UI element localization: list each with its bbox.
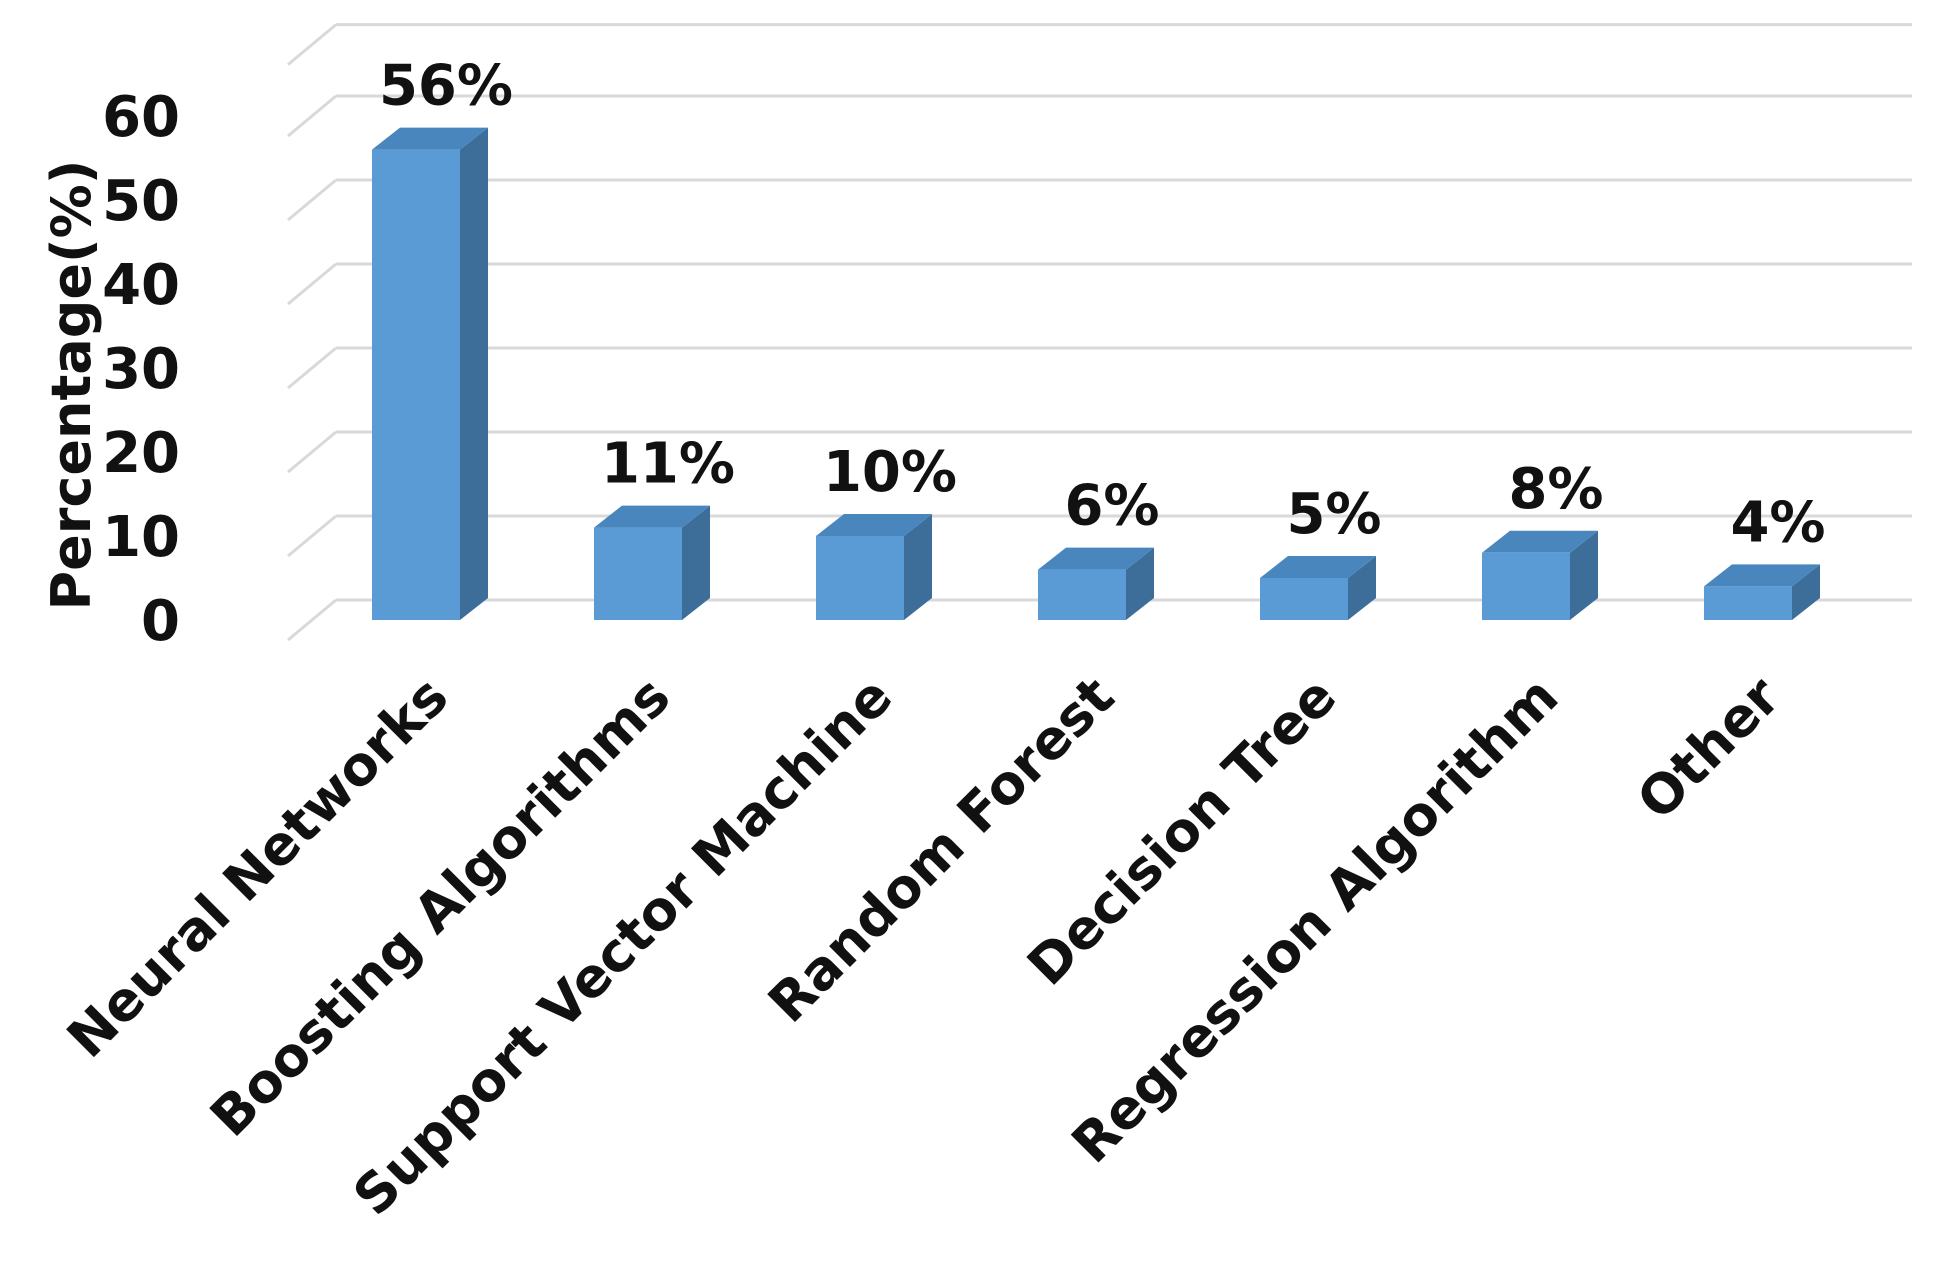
bar-side-4 xyxy=(1348,556,1376,620)
category-label-6: Other xyxy=(1625,664,1792,831)
bar-side-0 xyxy=(460,127,488,620)
bars xyxy=(372,127,1820,620)
data-label-3: 6% xyxy=(1064,474,1159,539)
data-label-1: 11% xyxy=(601,432,735,497)
bar-top-2 xyxy=(816,514,932,536)
bar-front-1 xyxy=(594,527,682,620)
data-label-4: 5% xyxy=(1286,482,1381,547)
gridline-wall-0 xyxy=(287,598,337,642)
bar-front-6 xyxy=(1704,586,1792,620)
bar-6 xyxy=(1704,564,1820,620)
bar-top-0 xyxy=(372,127,488,150)
y-axis-title: Percentage(%) xyxy=(40,160,103,611)
category-label-0: Neural Networks xyxy=(55,665,460,1070)
category-label-1: Boosting Algorithms xyxy=(198,665,682,1149)
y-tick-label-3: 30 xyxy=(102,337,180,402)
y-tick-label-2: 20 xyxy=(102,421,180,486)
gridline-wall-6 xyxy=(287,94,337,138)
bar-1 xyxy=(594,505,710,620)
bar-front-2 xyxy=(816,536,904,620)
bar-3 xyxy=(1038,547,1154,620)
data-label-0: 56% xyxy=(379,54,513,119)
bar-2 xyxy=(816,514,932,620)
gridline-wall-1 xyxy=(287,514,337,558)
bar-top-5 xyxy=(1482,530,1598,553)
bar-top-3 xyxy=(1038,547,1154,570)
bar-side-5 xyxy=(1570,530,1598,620)
y-tick-label-1: 10 xyxy=(102,505,180,570)
y-axis-ticks: 0 10 20 30 40 50 60 xyxy=(102,85,180,654)
bar-side-2 xyxy=(904,514,932,620)
data-label-2: 10% xyxy=(823,440,957,505)
bar-top-1 xyxy=(594,505,710,528)
gridline-wall-2 xyxy=(287,430,337,474)
y-tick-label-4: 40 xyxy=(102,253,180,318)
bar-side-6 xyxy=(1792,564,1820,620)
bar-top-6 xyxy=(1704,564,1820,587)
y-tick-label-5: 50 xyxy=(102,169,180,234)
gridline-wall-4 xyxy=(287,262,337,306)
gridline-wall-top xyxy=(287,23,337,66)
bar-top-4 xyxy=(1260,556,1376,578)
gridline-wall-3 xyxy=(287,346,337,390)
bar-front-4 xyxy=(1260,578,1348,620)
bar-5 xyxy=(1482,530,1598,620)
bar-front-3 xyxy=(1038,569,1126,620)
bar-front-5 xyxy=(1482,552,1570,620)
bar-0 xyxy=(372,127,488,620)
bar-4 xyxy=(1260,556,1376,620)
bar-side-3 xyxy=(1126,547,1154,620)
data-labels: 56% 11% 10% 6% 5% 8% 4% xyxy=(379,54,1826,556)
bar-front-0 xyxy=(372,149,460,620)
gridline-wall-5 xyxy=(287,178,337,222)
y-tick-label-0: 0 xyxy=(141,589,180,654)
data-label-6: 4% xyxy=(1730,490,1825,555)
y-tick-label-6: 60 xyxy=(102,85,180,150)
data-label-5: 8% xyxy=(1508,457,1603,522)
bar-side-1 xyxy=(682,505,710,620)
